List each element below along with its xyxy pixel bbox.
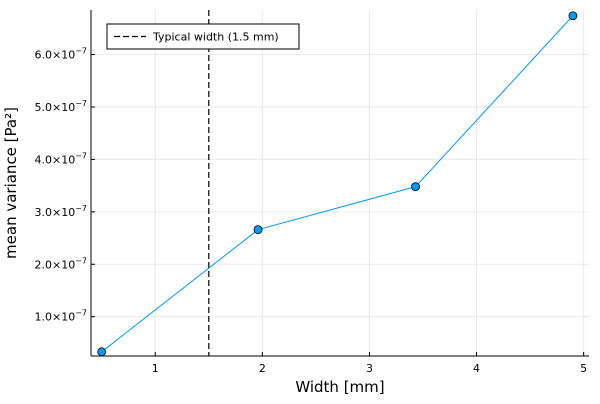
x-tick-label: 1 — [152, 362, 159, 375]
y-tick-label: 4.0×10−7 — [34, 151, 87, 166]
x-tick-label: 4 — [473, 362, 480, 375]
legend: Typical width (1.5 mm) — [106, 23, 300, 50]
legend-box — [106, 23, 300, 50]
y-tick-label: 5.0×10−7 — [34, 99, 87, 114]
y-tick-label: 2.0×10−7 — [34, 256, 87, 271]
y-tick-label: 1.0×10−7 — [34, 309, 87, 324]
axes-layer — [90, 10, 589, 357]
data-point — [411, 182, 420, 192]
legend-label: Typical width (1.5 mm) — [152, 31, 279, 44]
y-axis-label: mean variance [Pa²] — [2, 107, 20, 259]
series-line — [101, 15, 574, 353]
data-point — [568, 11, 578, 21]
data-point — [97, 347, 107, 357]
x-tick-label: 5 — [580, 362, 587, 375]
data-point — [253, 225, 263, 235]
grid-layer — [91, 10, 589, 356]
y-tick-label: 3.0×10−7 — [34, 204, 87, 219]
series-layer — [97, 11, 578, 357]
ticks-layer: 1 2 3 4 5 1.0×10−7 2.0×10−7 3.0×10−7 4.0×10−7 5.0… — [34, 47, 587, 375]
x-axis-label: Width [mm] — [295, 378, 384, 396]
y-tick-label: 6.0×10−7 — [34, 47, 87, 62]
x-tick-label: 3 — [366, 362, 373, 375]
labels-layer: Width [mm] mean variance [Pa²] — [2, 107, 385, 396]
x-tick-label: 2 — [259, 362, 266, 375]
